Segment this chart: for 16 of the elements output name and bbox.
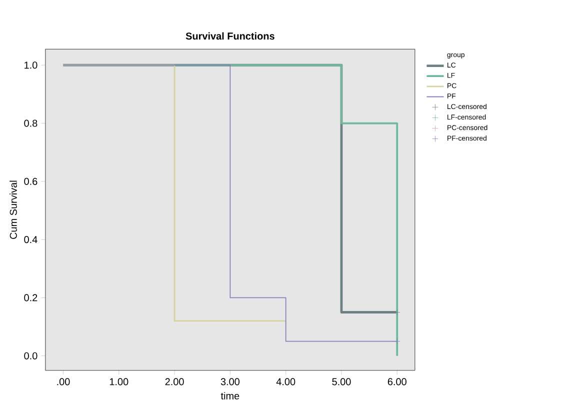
x-tick-label: 4.00 [276,378,296,386]
y-tick-label: 0.2 [24,294,38,302]
y-tick-label: 0.6 [24,178,38,185]
y-axis-title: Cum Survival [10,180,17,239]
x-tick-label: 3.00 [220,378,240,386]
y-tick-label: 1.0 [24,62,38,69]
y-tick-label: 0.0 [24,352,38,360]
x-tick-label: .00 [57,378,70,386]
chart-title: Survival Functions [186,32,274,40]
y-tick-label: 0.4 [24,236,38,244]
x-tick-label: 5.00 [332,378,351,386]
y-tick-label: 0.8 [24,120,38,127]
x-tick-label: 6.00 [388,378,406,386]
x-tick-label: 1.00 [110,378,128,386]
x-tick-label: 2.00 [165,378,184,386]
x-axis-title: time [220,392,240,400]
